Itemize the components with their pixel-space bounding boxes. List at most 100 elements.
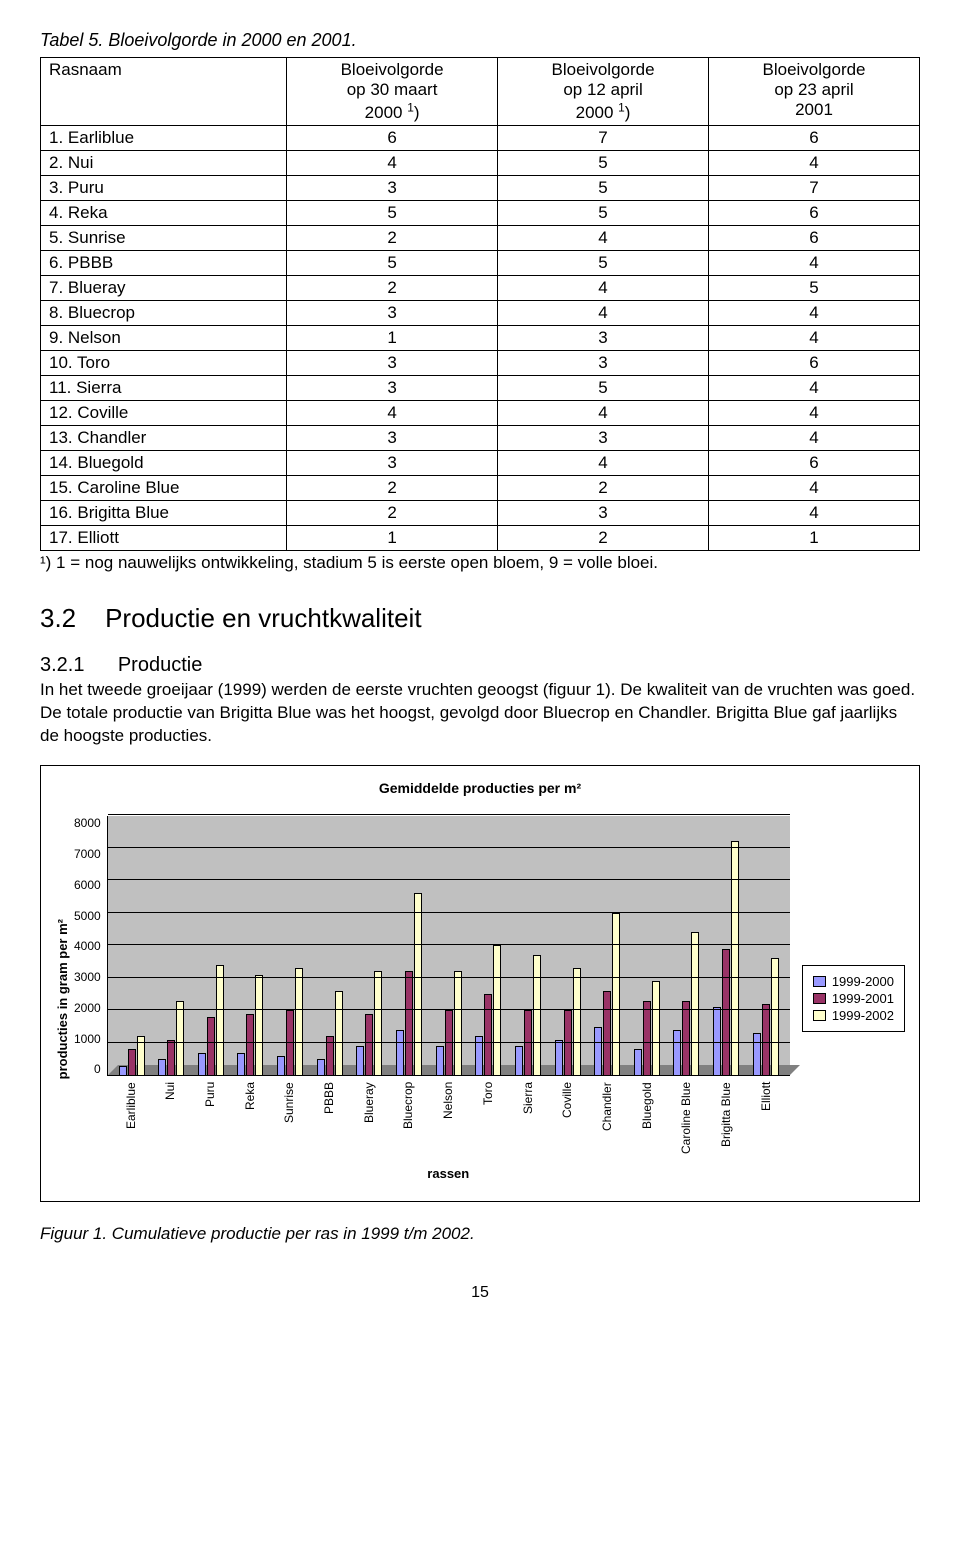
table-row: 13. Chandler334 — [41, 425, 920, 450]
table-cell-value: 1 — [287, 325, 498, 350]
table-cell-value: 4 — [709, 150, 920, 175]
table-cell-value: 4 — [287, 400, 498, 425]
bar — [594, 1027, 602, 1076]
section-number: 3.2 — [40, 603, 76, 633]
section-heading: 3.2 Productie en vruchtkwaliteit — [40, 603, 920, 634]
xtick-label: Caroline Blue — [679, 1082, 693, 1162]
table-cell-value: 1 — [709, 525, 920, 550]
xtick-label: Elliott — [759, 1082, 773, 1162]
legend-swatch — [813, 1010, 826, 1021]
xtick-label: PBBB — [322, 1082, 336, 1162]
bar-group — [158, 1001, 184, 1076]
table-cell-name: 3. Puru — [41, 175, 287, 200]
bar-group — [237, 975, 263, 1076]
bar — [643, 1001, 651, 1076]
table-cell-name: 9. Nelson — [41, 325, 287, 350]
xtick-label: Blueray — [362, 1082, 376, 1162]
bar — [603, 991, 611, 1076]
bar — [445, 1010, 453, 1075]
table-cell-value: 2 — [287, 225, 498, 250]
table-cell-value: 7 — [498, 125, 709, 150]
table-cell-value: 3 — [498, 425, 709, 450]
bar-group — [515, 955, 541, 1075]
bar-group — [555, 968, 581, 1075]
table-cell-value: 6 — [709, 350, 920, 375]
bar — [414, 893, 422, 1075]
page-number: 15 — [40, 1284, 920, 1302]
section-title: Productie en vruchtkwaliteit — [105, 603, 421, 633]
table-cell-value: 3 — [287, 450, 498, 475]
table-cell-value: 4 — [709, 300, 920, 325]
table-row: 11. Sierra354 — [41, 375, 920, 400]
table-cell-value: 1 — [287, 525, 498, 550]
table-cell-value: 4 — [287, 150, 498, 175]
table-cell-name: 16. Brigitta Blue — [41, 500, 287, 525]
table-cell-value: 2 — [287, 500, 498, 525]
ytick-label: 3000 — [74, 970, 101, 984]
xtick-label: Reka — [243, 1082, 257, 1162]
table-cell-name: 5. Sunrise — [41, 225, 287, 250]
bar — [158, 1059, 166, 1075]
legend-label: 1999-2000 — [832, 974, 894, 989]
legend-item: 1999-2002 — [813, 1008, 894, 1023]
table-cell-value: 6 — [709, 225, 920, 250]
ytick-label: 0 — [94, 1062, 101, 1076]
grid-line — [108, 1009, 790, 1010]
subsection-title: Productie — [118, 654, 203, 676]
table-cell-name: 6. PBBB — [41, 250, 287, 275]
table-cell-value: 6 — [287, 125, 498, 150]
bar — [533, 955, 541, 1075]
bar — [216, 965, 224, 1076]
table-cell-value: 3 — [287, 375, 498, 400]
bar — [673, 1030, 681, 1076]
table-cell-name: 15. Caroline Blue — [41, 475, 287, 500]
xtick-label: Bluecrop — [401, 1082, 415, 1162]
table-cell-value: 5 — [287, 250, 498, 275]
legend-swatch — [813, 976, 826, 987]
bar — [436, 1046, 444, 1075]
bar — [335, 991, 343, 1076]
bar — [396, 1030, 404, 1076]
table-header-cell: Rasnaam — [41, 58, 287, 126]
table-cell-value: 3 — [287, 425, 498, 450]
bar — [246, 1014, 254, 1076]
table-cell-value: 2 — [498, 475, 709, 500]
table-caption: Tabel 5. Bloeivolgorde in 2000 en 2001. — [40, 30, 920, 51]
grid-line — [108, 912, 790, 913]
bar — [237, 1053, 245, 1076]
table-cell-value: 4 — [498, 225, 709, 250]
subsection-number: 3.2.1 — [40, 654, 84, 676]
xtick-label: Brigitta Blue — [719, 1082, 733, 1162]
bar — [762, 1004, 770, 1076]
bar — [207, 1017, 215, 1076]
table-cell-value: 3 — [498, 325, 709, 350]
table-cell-value: 7 — [709, 175, 920, 200]
table-cell-name: 7. Blueray — [41, 275, 287, 300]
legend-label: 1999-2002 — [832, 1008, 894, 1023]
bar — [682, 1001, 690, 1076]
table-cell-value: 3 — [287, 350, 498, 375]
table-cell-value: 4 — [709, 500, 920, 525]
ytick-label: 2000 — [74, 1001, 101, 1015]
xtick-label: Nui — [163, 1082, 177, 1162]
xtick-label: Chandler — [600, 1082, 614, 1162]
table-cell-value: 5 — [498, 200, 709, 225]
table-row: 8. Bluecrop344 — [41, 300, 920, 325]
table-cell-name: 17. Elliott — [41, 525, 287, 550]
table-row: 1. Earliblue676 — [41, 125, 920, 150]
table-cell-value: 5 — [498, 175, 709, 200]
table-cell-name: 2. Nui — [41, 150, 287, 175]
bar — [405, 971, 413, 1075]
table-row: 17. Elliott121 — [41, 525, 920, 550]
bloeivolgorde-table: RasnaamBloeivolgordeop 30 maart2000 1)Bl… — [40, 57, 920, 551]
bar — [652, 981, 660, 1075]
table-row: 16. Brigitta Blue234 — [41, 500, 920, 525]
subsection-heading: 3.2.1 Productie — [40, 654, 920, 677]
table-row: 14. Bluegold346 — [41, 450, 920, 475]
grid-line — [108, 879, 790, 880]
table-row: 15. Caroline Blue224 — [41, 475, 920, 500]
table-cell-value: 3 — [498, 500, 709, 525]
bar — [573, 968, 581, 1075]
table-cell-name: 12. Coville — [41, 400, 287, 425]
bar-group — [396, 893, 422, 1075]
